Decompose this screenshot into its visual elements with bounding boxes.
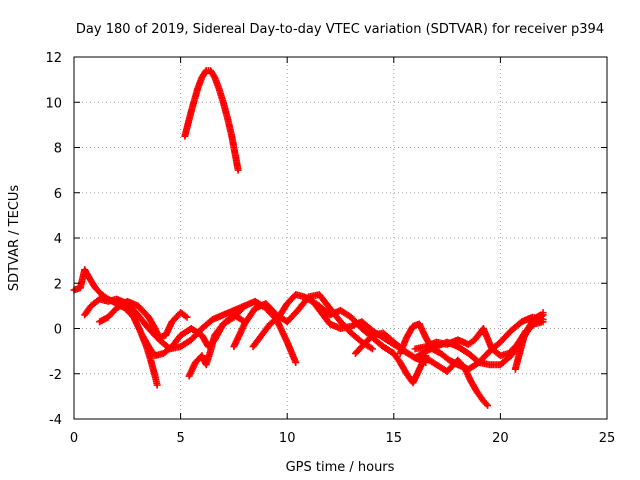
x-tick-labels: 0 5 10 15 20 25 (70, 431, 615, 446)
series-arc-9 (305, 295, 430, 387)
y-tick-label: 12 (45, 51, 62, 66)
series-arc-12 (422, 354, 492, 409)
data-point (234, 166, 242, 174)
data-point (367, 344, 375, 352)
grid (74, 57, 607, 419)
y-tick-label: -2 (49, 368, 62, 383)
x-tick-label: 10 (279, 431, 296, 446)
data-point (482, 400, 490, 408)
series-arc-3 (96, 297, 191, 342)
y-tick-labels: -4 -2 0 2 4 6 8 10 12 (45, 51, 62, 428)
y-tick-label: 8 (54, 142, 62, 157)
x-tick-label: 25 (599, 431, 616, 446)
data-point (183, 313, 191, 321)
axis-ticks (73, 56, 608, 420)
series-arc-5 (181, 67, 242, 174)
data-point (368, 345, 376, 353)
y-tick-label: 4 (54, 232, 62, 247)
data-point (539, 318, 547, 326)
data-point (539, 309, 547, 317)
x-tick-label: 20 (492, 431, 509, 446)
y-axis-label: SDTVAR / TECUs (7, 185, 22, 292)
x-axis-label: GPS time / hours (286, 460, 395, 475)
y-tick-label: 0 (54, 323, 62, 338)
y-tick-label: -4 (49, 413, 62, 428)
y-tick-label: 10 (45, 96, 62, 111)
x-tick-label: 15 (386, 431, 403, 446)
y-tick-label: 6 (54, 187, 62, 202)
plot-points (70, 67, 547, 409)
series-arc-14 (511, 309, 547, 373)
data-point (153, 381, 161, 389)
x-tick-label: 5 (176, 431, 184, 446)
chart-title: Day 180 of 2019, Sidereal Day-to-day VTE… (76, 22, 604, 37)
series-arc-13 (411, 318, 547, 360)
y-tick-label: 2 (54, 277, 62, 292)
data-point (484, 401, 492, 409)
x-tick-label: 0 (70, 431, 78, 446)
data-point (292, 358, 300, 366)
